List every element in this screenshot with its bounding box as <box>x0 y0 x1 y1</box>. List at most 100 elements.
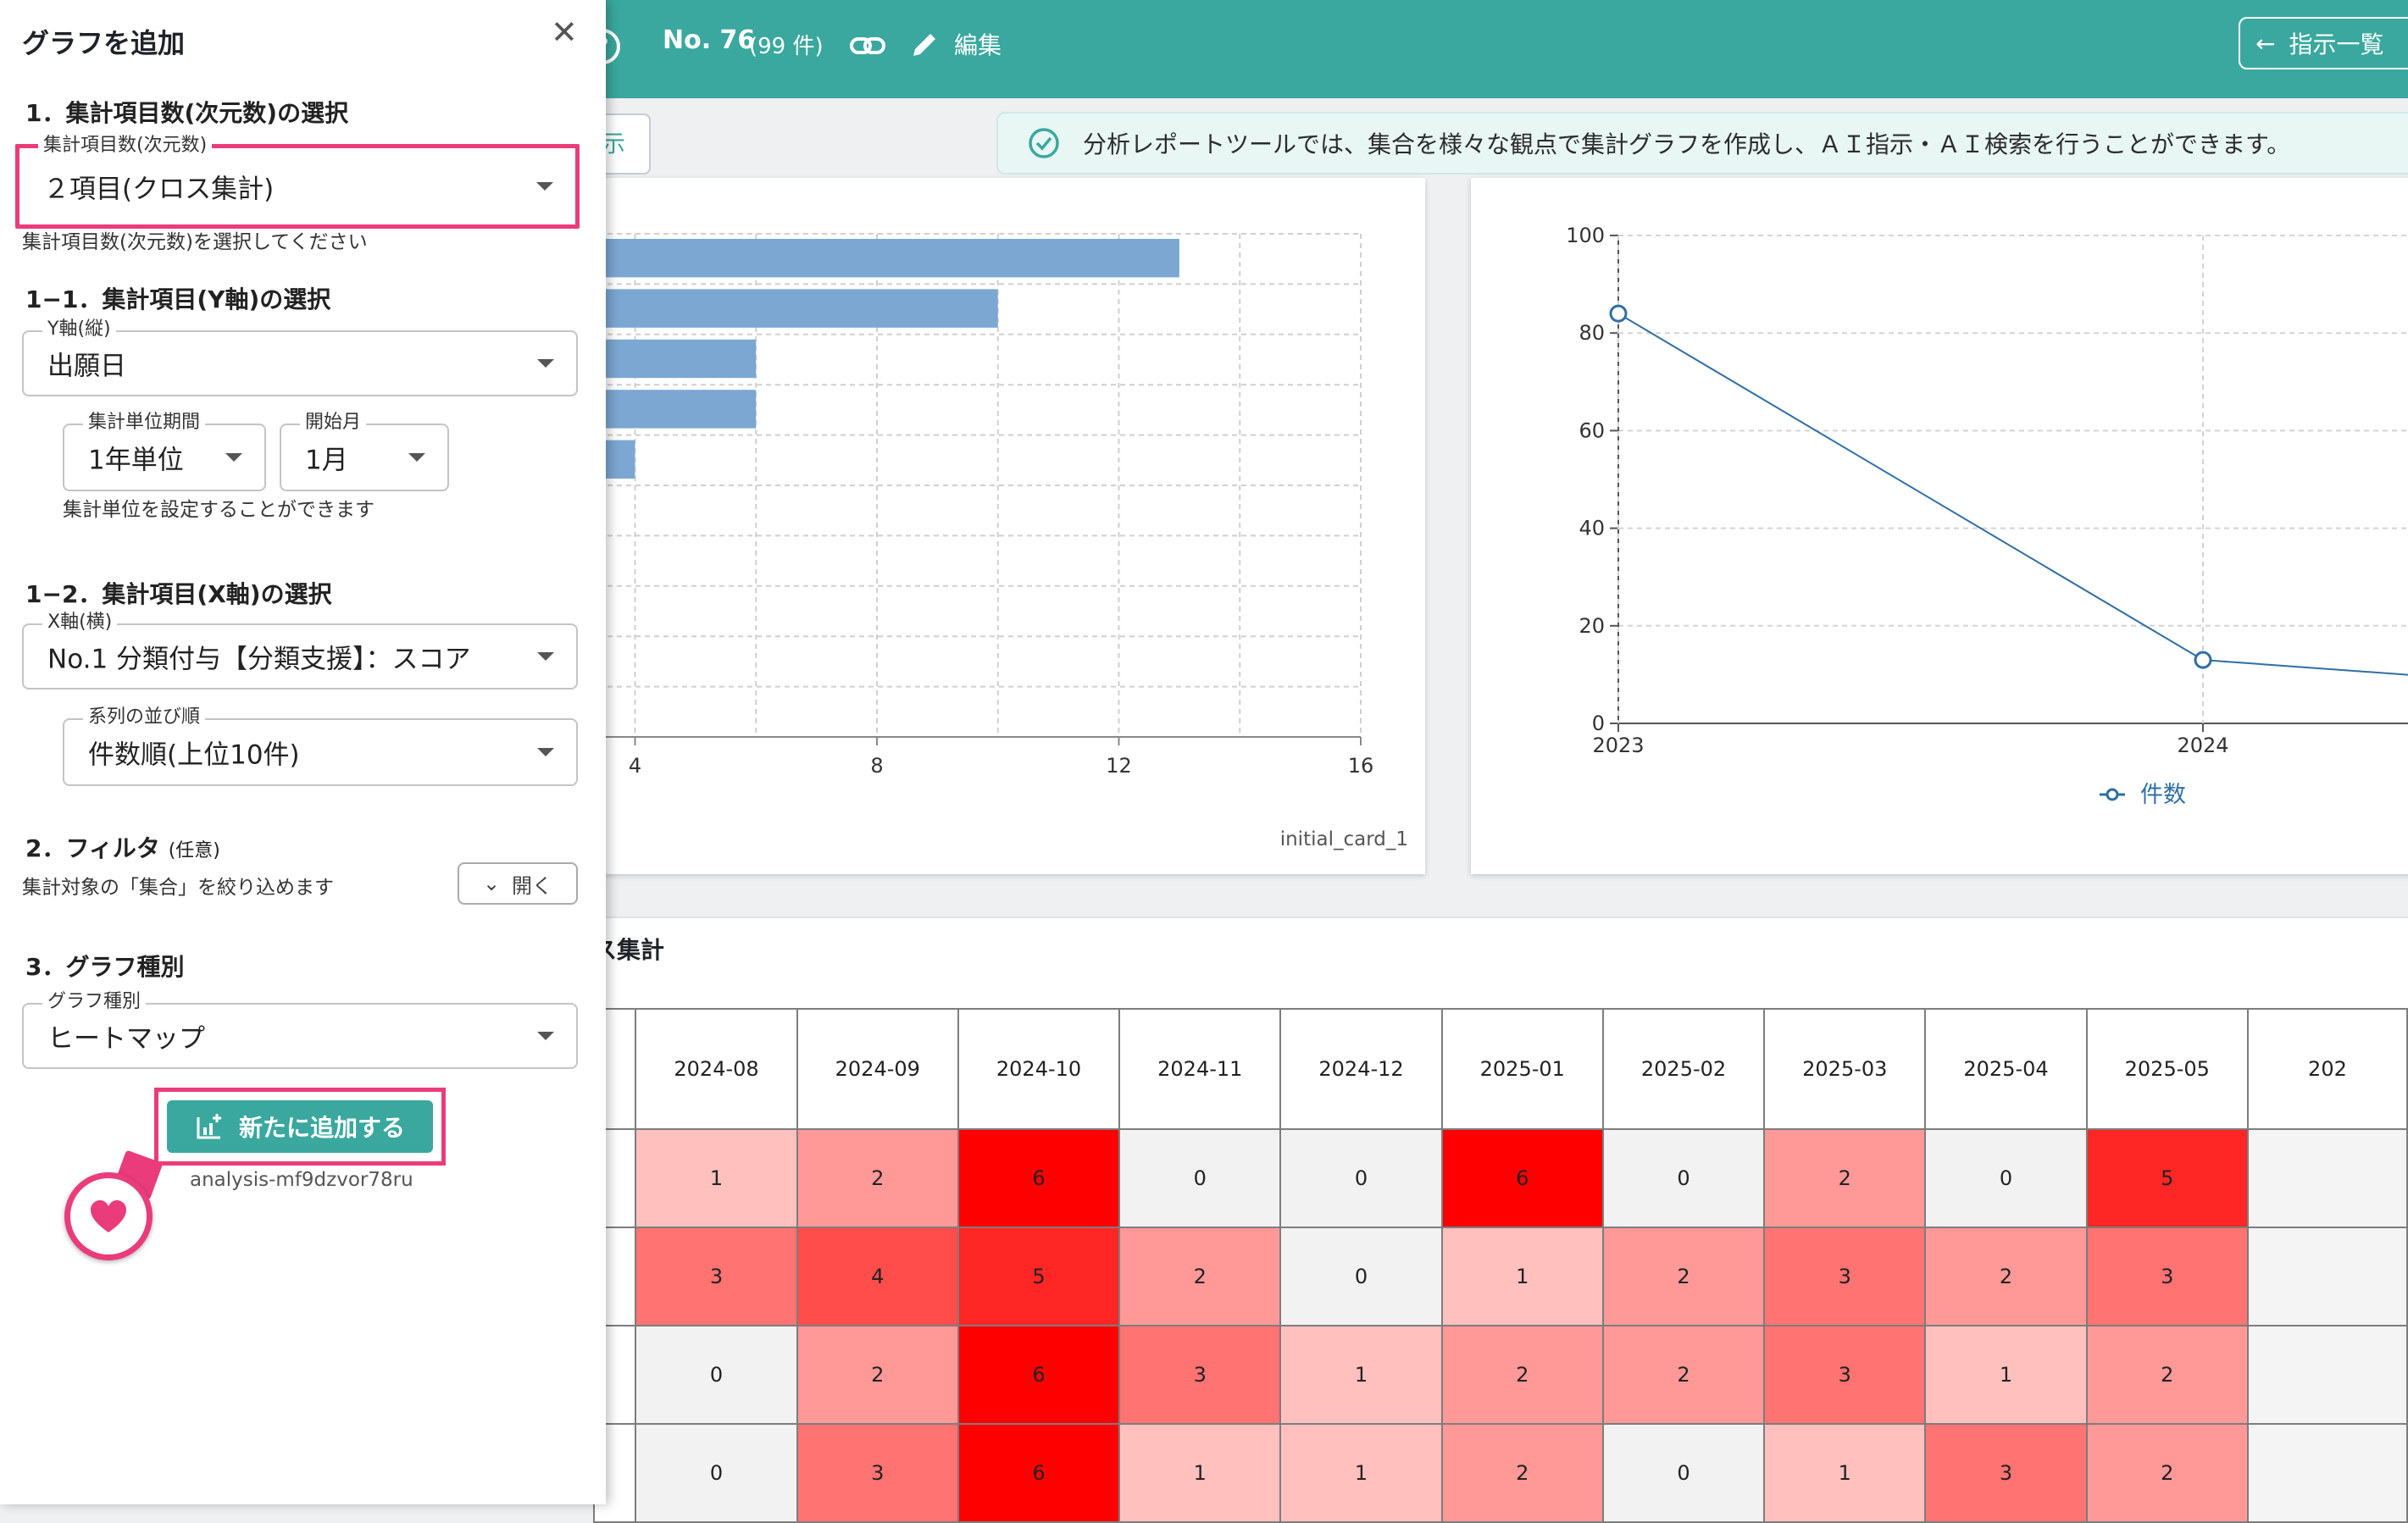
heatmap-cell[interactable]: 3 <box>2085 1227 2249 1326</box>
chevron-down-icon <box>225 453 242 462</box>
period-label: 集計単位期間 <box>83 412 206 434</box>
x-tick-label: 2023 <box>1592 734 1644 757</box>
x-tick-label: 2024 <box>2177 734 2228 757</box>
heatmap-cell[interactable]: 0 <box>1601 1128 1766 1228</box>
y-tick-label: 40 <box>1579 517 1605 540</box>
heatmap-cell[interactable]: 2 <box>1440 1325 1604 1425</box>
chevron-down-icon <box>537 652 554 661</box>
chevron-down-icon <box>537 748 554 756</box>
heatmap-cell[interactable]: 3 <box>1763 1227 1927 1326</box>
close-icon[interactable]: ✕ <box>551 14 578 51</box>
heatmap-cell[interactable]: 2 <box>796 1325 959 1425</box>
filter-optional: (任意) <box>168 840 220 861</box>
heatmap-cell[interactable]: 1 <box>1279 1325 1443 1425</box>
x-tick-label: 8 <box>870 754 883 778</box>
add-chart-icon <box>197 1114 221 1139</box>
chevron-down-icon <box>537 359 554 368</box>
heatmap-cell[interactable]: 2 <box>1601 1227 1766 1326</box>
y-axis-select[interactable]: Y軸(縦) 出願日 <box>22 318 578 396</box>
heatmap-column-header: 2025-03 <box>1763 1008 1927 1130</box>
add-button-label: 新たに追加する <box>238 1114 405 1142</box>
heatmap-cell[interactable]: 0 <box>1924 1128 2088 1228</box>
heatmap-column-header: 202 <box>2246 1008 2408 1130</box>
heatmap-cell[interactable]: 0 <box>1279 1227 1443 1326</box>
heatmap-column-header: 2024-08 <box>635 1008 798 1130</box>
x-tick-label: 4 <box>629 754 641 778</box>
heatmap-column-header: 2024-11 <box>1118 1008 1282 1130</box>
dimension-label: 集計項目数(次元数) <box>38 135 213 157</box>
heatmap-cell[interactable]: 6 <box>1440 1128 1604 1228</box>
y-tick-label: 0 <box>1592 712 1605 735</box>
panel-title: グラフを追加 <box>22 27 186 59</box>
info-notice: 分析レポートツールでは、集合を様々な観点で集計グラフを作成し、ＡＩ指示・ＡＩ検索… <box>996 112 2408 174</box>
y-tick-label: 80 <box>1579 321 1605 345</box>
heatmap-cell[interactable]: 3 <box>1118 1325 1282 1425</box>
favorite-badge[interactable] <box>64 1172 153 1260</box>
heatmap-cell[interactable]: 3 <box>1763 1325 1927 1425</box>
heatmap-cell[interactable]: 1 <box>1924 1325 2088 1425</box>
chevron-down-icon <box>536 182 553 191</box>
analysis-count: (99 件) <box>749 34 824 59</box>
y-axis-value: 出願日 <box>47 351 126 382</box>
heatmap-cell[interactable]: 2 <box>1924 1227 2088 1326</box>
heatmap-cell[interactable]: 5 <box>957 1227 1121 1326</box>
start-month-select[interactable]: 開始月 1月 <box>280 412 449 491</box>
heatmap-column-header: 2024-09 <box>796 1008 959 1130</box>
section-dimension-heading: 1．集計項目数(次元数)の選択 <box>25 99 349 127</box>
dimension-select[interactable]: 集計項目数(次元数) ２項目(クロス集計) <box>15 135 580 229</box>
heatmap-column-header: 2024-12 <box>1279 1008 1443 1130</box>
card-id: initial_card_1 <box>1279 828 1408 850</box>
data-point <box>1609 304 1628 323</box>
heatmap-column-header: 2025-01 <box>1440 1008 1604 1130</box>
section-y-axis-heading: 1−1．集計項目(Y軸)の選択 <box>25 285 331 313</box>
heatmap-cell[interactable]: 1 <box>1440 1227 1604 1326</box>
heatmap-cell[interactable]: 4 <box>796 1227 959 1326</box>
add-new-button[interactable]: 新たに追加する <box>167 1100 433 1153</box>
heatmap-cell[interactable]: 6 <box>957 1325 1121 1425</box>
heatmap-column-header: 2025-05 <box>2085 1008 2249 1130</box>
heatmap-cell[interactable]: 0 <box>635 1325 798 1425</box>
heatmap-cell[interactable]: 2 <box>1601 1325 1766 1425</box>
pencil-icon[interactable] <box>910 29 940 59</box>
legend-label: 件数 <box>2140 782 2186 808</box>
analysis-number: No. 76 <box>663 25 756 55</box>
graph-type-value: ヒートマップ <box>47 1023 205 1055</box>
chevron-down-icon: ⌄ <box>482 872 501 895</box>
x-axis-select[interactable]: X軸(横) No.1 分類付与【分類支援】：スコア <box>22 612 578 690</box>
heatmap-cell[interactable]: 5 <box>2085 1128 2249 1228</box>
heatmap-cell[interactable]: 2 <box>796 1128 959 1228</box>
heatmap-cell[interactable]: 0 <box>1279 1128 1443 1228</box>
heatmap-cell[interactable] <box>2246 1128 2408 1228</box>
graph-type-select[interactable]: グラフ種別 ヒートマップ <box>22 991 578 1069</box>
dimension-value: ２項目(クロス集計) <box>43 174 275 205</box>
heatmap-column-header: 2025-02 <box>1601 1008 1766 1130</box>
filter-heading-text: 2．フィルタ <box>25 834 160 862</box>
add-graph-panel: グラフを追加 ✕ 1．集計項目数(次元数)の選択 集計項目数(次元数) ２項目(… <box>0 0 606 1504</box>
heatmap-cell[interactable]: 2 <box>1118 1227 1282 1326</box>
heatmap-cell[interactable] <box>2246 1325 2408 1425</box>
heart-icon <box>91 1200 126 1232</box>
y-tick-label: 20 <box>1579 614 1605 638</box>
heatmap-cell[interactable]: 2 <box>1763 1128 1927 1228</box>
heatmap-cell[interactable]: 2 <box>2085 1325 2249 1425</box>
chevron-down-icon <box>408 453 425 462</box>
x-tick-label: 16 <box>1348 754 1374 778</box>
filter-open-button[interactable]: ⌄ 開く <box>458 862 578 905</box>
legend-marker <box>2106 788 2119 801</box>
edit-link[interactable]: 編集 <box>954 31 1002 59</box>
heatmap-cell[interactable] <box>2246 1227 2408 1326</box>
period-select[interactable]: 集計単位期間 1年単位 <box>63 412 266 491</box>
heatmap-cell[interactable]: 1 <box>635 1128 798 1228</box>
series-order-select[interactable]: 系列の並び順 件数順(上位10件) <box>63 706 578 786</box>
start-month-value: 1月 <box>305 445 348 476</box>
section-graph-type-heading: 3．グラフ種別 <box>25 953 185 981</box>
heatmap-cell[interactable]: 6 <box>957 1128 1121 1228</box>
heatmap-cell[interactable]: 3 <box>635 1227 798 1326</box>
back-to-list-button[interactable]: ← 指示一覧 <box>2239 17 2408 69</box>
data-point <box>2194 651 2212 669</box>
graph-type-label: グラフ種別 <box>42 991 147 1013</box>
heatmap-cell[interactable]: 0 <box>1118 1128 1282 1228</box>
link-icon[interactable] <box>849 29 886 63</box>
